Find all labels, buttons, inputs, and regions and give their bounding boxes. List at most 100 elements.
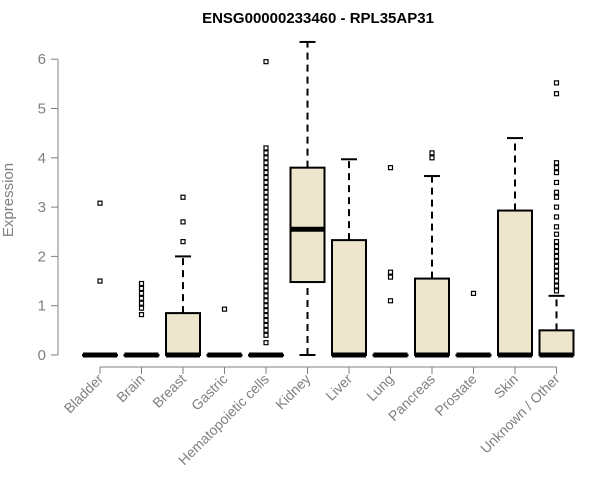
outlier-point: [263, 322, 269, 329]
outlier-point: [553, 243, 560, 250]
y-tick-label: 1: [38, 298, 46, 315]
outlier-point: [553, 214, 560, 220]
outlier-point: [263, 312, 269, 319]
outlier-point: [263, 239, 269, 245]
outlier-point: [263, 204, 269, 210]
outlier-point: [263, 184, 269, 190]
y-tick-label: 6: [38, 51, 46, 68]
outlier-point: [553, 268, 560, 274]
box-group-bladder: [82, 200, 118, 358]
outlier-point: [263, 263, 269, 269]
outlier-point: [553, 258, 560, 264]
outlier-point: [97, 278, 103, 284]
outlier-point: [263, 234, 269, 240]
outlier-point: [180, 239, 186, 245]
outlier-point: [263, 209, 269, 215]
outlier-point: [263, 273, 269, 279]
outlier-point: [429, 150, 435, 156]
outlier-point: [263, 194, 269, 200]
x-tick-label: Kidney: [272, 371, 314, 413]
outlier-point: [263, 229, 269, 235]
outlier-point: [263, 253, 269, 259]
x-tick-label: Lung: [363, 371, 396, 404]
outlier-point: [553, 231, 560, 237]
outlier-point: [263, 303, 269, 309]
outlier-point: [263, 332, 269, 338]
box-group-skin: [497, 137, 533, 358]
outlier-point: [221, 306, 228, 312]
outlier-point: [263, 308, 269, 314]
outlier-point: [263, 214, 269, 220]
y-axis: 0 1 2 3 4 5 6: [38, 51, 59, 364]
box-group-hematopoietic-cells: [248, 59, 284, 358]
outlier-point: [263, 243, 269, 250]
outlier-point: [138, 295, 145, 301]
outlier-point: [387, 165, 394, 171]
outlier-point: [553, 194, 560, 200]
x-tick-label: Prostate: [431, 371, 479, 419]
box-group-brain: [123, 280, 160, 358]
box-group-unknown-other: [538, 80, 575, 358]
y-tick-label: 2: [38, 248, 46, 265]
outlier-point: [263, 150, 269, 156]
outlier-point: [553, 288, 560, 294]
outlier-point: [263, 298, 269, 304]
outlier-point: [429, 155, 435, 161]
outlier-point: [138, 311, 145, 318]
x-tick-label: Bladder: [61, 371, 107, 417]
x-tick-label: Unknown / Other: [477, 371, 563, 457]
box-group-gastric: [206, 306, 243, 358]
x-tick-label: Skin: [491, 371, 522, 402]
chart-title: ENSG00000233460 - RPL35AP31: [202, 10, 434, 27]
box-group-kidney: [289, 40, 326, 356]
outlier-point: [263, 340, 269, 346]
outlier-point: [138, 305, 145, 311]
box-group-lung: [372, 165, 409, 358]
outlier-point: [180, 194, 186, 200]
outlier-point: [387, 274, 394, 280]
y-tick-label: 5: [38, 101, 46, 118]
outlier-point: [553, 273, 560, 279]
outlier-point: [263, 169, 269, 176]
outlier-point: [97, 200, 103, 206]
x-tick-label: Breast: [149, 371, 189, 411]
outlier-point: [553, 169, 560, 176]
box-group-breast: [165, 194, 201, 358]
box: [497, 209, 533, 356]
outlier-point: [263, 189, 269, 195]
y-axis-label: Expression: [0, 163, 17, 237]
box: [289, 166, 326, 284]
box-group-pancreas: [414, 150, 450, 358]
outlier-point: [553, 283, 560, 289]
outlier-point: [553, 165, 560, 171]
box: [165, 312, 201, 356]
outlier-point: [263, 160, 269, 166]
outlier-point: [553, 253, 560, 259]
y-tick-label: 0: [38, 347, 46, 364]
box-group-prostate: [455, 290, 492, 358]
outlier-point: [553, 224, 560, 230]
outlier-point: [387, 269, 394, 275]
outlier-point: [387, 298, 394, 304]
outlier-point: [553, 204, 560, 210]
outlier-point: [553, 80, 560, 86]
outlier-point: [263, 258, 269, 264]
outlier-point: [263, 278, 269, 284]
outlier-point: [553, 263, 560, 269]
outlier-point: [263, 145, 269, 151]
outlier-point: [138, 285, 145, 292]
outlier-point: [553, 248, 560, 255]
outlier-point: [263, 268, 269, 274]
y-tick-label: 4: [38, 150, 46, 167]
outlier-point: [553, 91, 560, 97]
outlier-point: [138, 290, 145, 296]
outlier-point: [263, 59, 269, 65]
plot-area: [82, 40, 575, 358]
outlier-point: [263, 288, 269, 294]
outlier-point: [263, 219, 269, 225]
y-tick-label: 3: [38, 199, 46, 216]
outlier-point: [138, 280, 145, 287]
outlier-point: [263, 174, 269, 181]
box: [414, 277, 450, 356]
